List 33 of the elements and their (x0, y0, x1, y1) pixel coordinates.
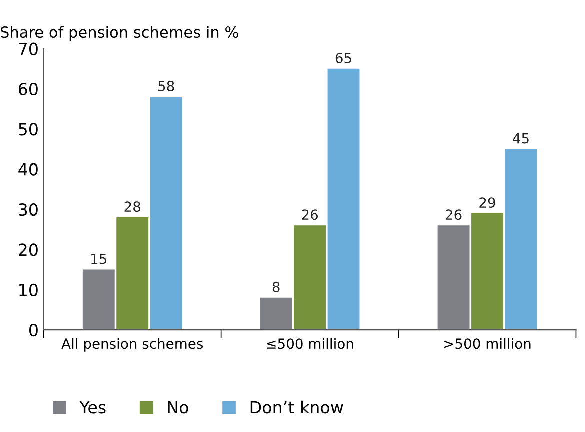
x-tick-label: ≤500 million (267, 338, 354, 350)
y-tick-label: 50 (19, 123, 38, 136)
y-tick-label: 10 (20, 284, 38, 296)
data-label: 65 (336, 52, 352, 64)
legend-label: No (168, 401, 188, 414)
data-label: 26 (446, 210, 462, 220)
bar (116, 218, 149, 330)
bar (260, 298, 292, 330)
legend-label: Don’t know (250, 400, 344, 414)
y-tick-label: 0 (30, 324, 38, 337)
x-tick-label: All pension schemes (62, 338, 203, 352)
bar (438, 226, 470, 330)
bar (294, 226, 326, 330)
y-axis-title: Share of pension schemes in % (1, 26, 238, 42)
data-label: 28 (124, 202, 140, 212)
data-label: 45 (513, 133, 529, 144)
bar (505, 149, 538, 330)
bar (82, 270, 115, 330)
y-tick-label: 70 (19, 42, 38, 56)
y-tick-label: 60 (18, 82, 38, 96)
data-label: 58 (158, 81, 174, 92)
data-label: 26 (302, 210, 318, 220)
legend-label: Yes (80, 401, 106, 414)
bar (150, 97, 182, 330)
data-label: 29 (480, 198, 496, 208)
data-label: 15 (92, 254, 107, 264)
x-tick-label: >500 million (444, 338, 531, 350)
data-label: 8 (272, 282, 280, 292)
y-tick-label: 40 (18, 163, 38, 176)
y-tick-label: 20 (19, 244, 38, 256)
y-tick-label: 30 (19, 203, 38, 216)
bar (328, 68, 360, 330)
bar (472, 214, 504, 330)
